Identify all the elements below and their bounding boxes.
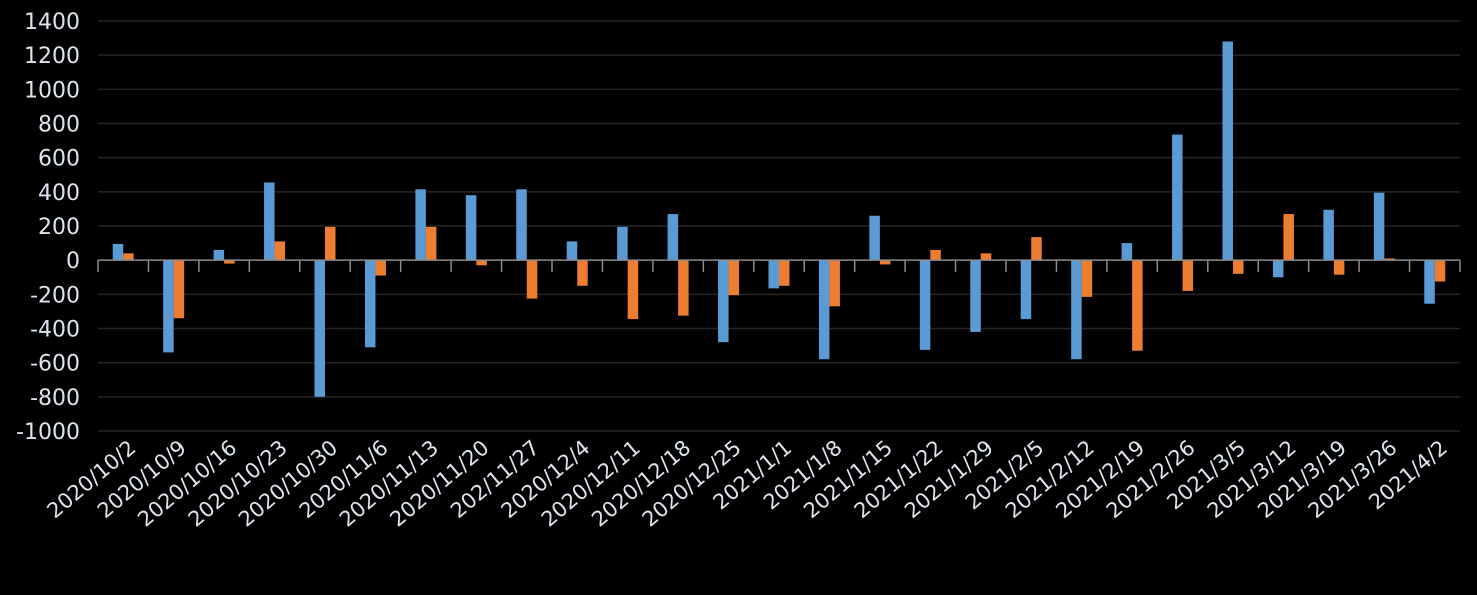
bar-series-2: [1233, 260, 1244, 274]
bar-series-1: [264, 182, 275, 261]
bar-series-2: [1182, 260, 1194, 291]
bar-series-1: [1424, 260, 1435, 304]
bar-series-2: [879, 260, 891, 265]
bar-series-1: [818, 260, 830, 360]
bar-series-2: [224, 260, 235, 264]
bar-series-1: [314, 260, 325, 397]
bar-series-1: [617, 226, 628, 261]
bar-series-2: [1434, 260, 1446, 282]
bar-series-1: [718, 260, 729, 343]
bar-series-1: [566, 241, 578, 261]
bar-series-2: [1333, 260, 1345, 275]
bar-series-1: [415, 189, 426, 261]
y-tick-label: 0: [66, 249, 80, 274]
bar-series-2: [980, 253, 992, 261]
bar-series-2: [1283, 214, 1294, 261]
gridlines: [98, 20, 1460, 432]
y-axis-tick-labels: 1400 1200 1000 800 600 400 200 0 -200 -400 -600 -80…: [16, 10, 80, 445]
bar-series-1: [213, 249, 225, 261]
bar-series-2: [1081, 260, 1093, 297]
bar-series-2: [829, 260, 840, 307]
bar-series-1: [869, 215, 880, 261]
y-tick-label: -600: [30, 352, 80, 377]
bar-series-1: [1121, 243, 1133, 261]
bar-series-1: [1172, 134, 1183, 261]
y-tick-label: 1200: [24, 44, 80, 69]
bar-series-2: [779, 260, 790, 286]
y-tick-label: -800: [30, 386, 80, 411]
y-tick-label: 1000: [24, 78, 80, 103]
y-tick-label: 200: [38, 215, 80, 240]
y-tick-label: -1000: [16, 420, 80, 445]
bar-series-1: [667, 214, 679, 261]
bar-series-1: [768, 260, 779, 289]
bar-series-1: [1071, 260, 1082, 360]
bar-series-1: [364, 260, 376, 348]
bar-series-2: [577, 260, 588, 286]
bar-series-1: [1222, 41, 1233, 261]
bar-series-2: [1031, 237, 1042, 261]
bar-series-1: [516, 189, 527, 261]
bar-series-2: [274, 241, 286, 261]
bar-series-2: [425, 226, 437, 261]
bar-series-2: [627, 260, 639, 320]
bar-series-2: [678, 260, 689, 316]
bar-series-2: [728, 260, 740, 296]
y-tick-label: 800: [38, 113, 80, 138]
bar-series-1: [112, 243, 124, 261]
y-tick-label: -200: [30, 283, 80, 308]
bar-series-1: [465, 195, 477, 261]
bar-series-2: [375, 260, 386, 276]
bar-series-1: [919, 260, 931, 350]
bar-series-2: [123, 253, 134, 261]
bar-series-2: [325, 226, 336, 261]
bar-series-2: [1384, 258, 1395, 261]
bars: [112, 41, 1446, 397]
bar-series-1: [163, 260, 174, 353]
y-tick-label: -400: [30, 318, 80, 343]
bar-series-2: [526, 260, 538, 299]
bar-series-1: [1020, 260, 1032, 320]
bar-series-1: [1272, 260, 1284, 278]
y-tick-label: 400: [38, 181, 80, 206]
x-axis: [97, 259, 1461, 273]
x-axis-tick-labels: 2020/10/22020/10/92020/10/162020/10/2320…: [43, 435, 1452, 531]
bar-series-2: [476, 260, 487, 266]
y-tick-label: 600: [38, 147, 80, 172]
bar-series-2: [1132, 260, 1143, 351]
bar-series-2: [173, 260, 185, 319]
y-tick-label: 1400: [24, 10, 80, 35]
bar-series-1: [970, 260, 981, 332]
bar-series-1: [1373, 192, 1385, 261]
bar-series-2: [930, 249, 941, 261]
bar-series-1: [1323, 209, 1334, 261]
